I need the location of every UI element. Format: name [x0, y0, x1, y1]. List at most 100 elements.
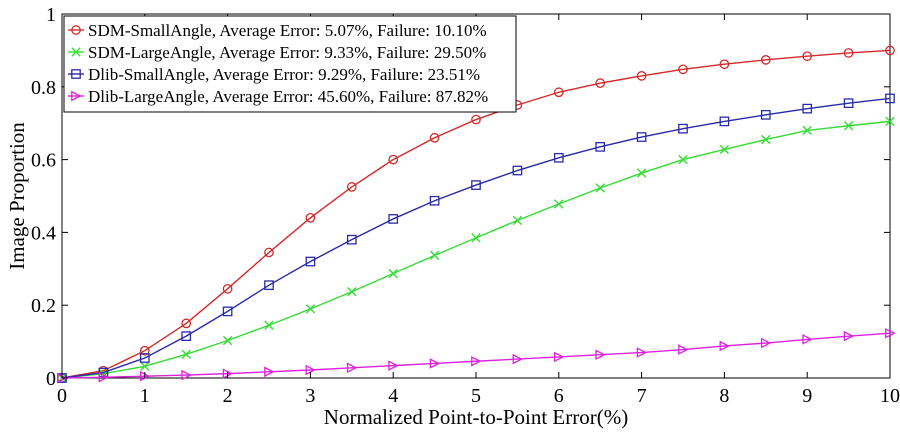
data-point-triangle-right	[264, 366, 275, 378]
data-point-circle	[760, 55, 771, 65]
y-tick-label: 0.4	[31, 222, 56, 244]
data-point-x	[305, 304, 316, 314]
data-point-triangle-right	[843, 330, 855, 342]
data-point-triangle-right	[595, 349, 606, 360]
x-axis-label: Normalized Point-to-Point Error(%)	[324, 405, 628, 429]
x-tick-label: 3	[305, 385, 315, 407]
series-1	[57, 116, 895, 383]
x-tick-label: 0	[57, 385, 67, 407]
x-tick-label: 8	[719, 385, 729, 407]
data-point-square	[264, 280, 274, 291]
series-line	[61, 97, 891, 379]
y-tick-label: 0.2	[31, 295, 56, 317]
legend-box	[63, 15, 517, 113]
data-point-square	[802, 103, 813, 114]
data-point-x	[636, 168, 647, 178]
data-point-circle	[553, 87, 564, 98]
data-point-circle	[71, 25, 81, 35]
legend-label: SDM-LargeAngle, Average Error: 9.33%, Fa…	[88, 43, 486, 62]
data-point-square	[388, 214, 399, 224]
data-point-triangle-right	[885, 327, 896, 339]
data-point-x	[347, 287, 357, 297]
series-layer	[57, 45, 896, 384]
data-point-x	[843, 121, 854, 131]
data-point-circle	[802, 51, 813, 62]
data-point-x	[264, 320, 274, 330]
data-point-x	[802, 125, 812, 136]
data-point-x	[222, 335, 233, 346]
data-point-x	[429, 250, 440, 261]
data-point-square	[843, 98, 854, 109]
data-point-x	[885, 116, 895, 127]
data-point-x	[471, 233, 481, 243]
series-3	[57, 327, 896, 384]
x-tick-label: 9	[802, 385, 812, 407]
data-point-circle	[678, 64, 688, 75]
data-point-square	[471, 180, 481, 190]
data-point-triangle-right	[636, 347, 648, 358]
data-point-square	[139, 353, 150, 363]
x-tick-label: 4	[388, 385, 398, 407]
data-point-x	[678, 154, 688, 165]
data-point-square	[636, 132, 647, 142]
x-tick-label: 2	[223, 385, 233, 407]
data-point-square	[346, 234, 357, 245]
y-axis-label: Image Proportion	[5, 122, 29, 270]
legend-item: SDM-LargeAngle, Average Error: 9.33%, Fa…	[68, 43, 486, 62]
data-point-square	[429, 195, 440, 206]
legend-label: Dlib-LargeAngle, Average Error: 45.60%, …	[88, 87, 488, 106]
series-2	[57, 93, 895, 383]
data-point-square	[678, 123, 688, 134]
x-tick-label: 10	[880, 385, 900, 407]
data-point-circle	[471, 114, 481, 125]
data-point-circle	[139, 345, 150, 356]
data-point-circle	[719, 59, 730, 70]
y-tick-label: 0	[46, 368, 56, 390]
data-point-triangle-right	[71, 90, 82, 102]
data-point-circle	[885, 45, 895, 56]
y-tick-label: 1	[46, 4, 56, 26]
data-point-square	[760, 109, 771, 120]
data-point-circle	[222, 283, 233, 294]
series-line	[61, 332, 891, 379]
legend-item: Dlib-SmallAngle, Average Error: 9.29%, F…	[68, 65, 480, 84]
legend-label: Dlib-SmallAngle, Average Error: 9.29%, F…	[88, 65, 480, 84]
data-point-square	[181, 331, 192, 341]
data-point-triangle-right	[346, 362, 358, 374]
data-point-x	[512, 215, 523, 226]
legend-items: SDM-SmallAngle, Average Error: 5.07%, Fa…	[68, 21, 488, 106]
data-point-x	[719, 144, 730, 155]
legend-item: Dlib-LargeAngle, Average Error: 45.60%, …	[68, 87, 488, 106]
data-point-circle	[181, 318, 192, 329]
data-point-triangle-right	[471, 356, 482, 367]
data-point-triangle-right	[553, 351, 565, 363]
y-tick-label: 0.8	[31, 77, 56, 99]
data-point-square	[885, 93, 895, 104]
data-point-circle	[264, 247, 274, 258]
data-point-circle	[305, 212, 316, 223]
x-tick-label: 1	[140, 385, 150, 407]
data-point-square	[553, 152, 564, 163]
data-point-triangle-right	[802, 334, 813, 345]
data-point-circle	[636, 71, 647, 81]
data-point-x	[71, 47, 81, 57]
data-point-triangle-right	[678, 344, 689, 355]
data-point-triangle-right	[429, 358, 441, 369]
data-point-x	[595, 183, 605, 193]
data-point-square	[595, 142, 606, 152]
data-point-circle	[429, 132, 440, 143]
data-point-circle	[346, 182, 357, 192]
data-point-square	[222, 306, 233, 317]
data-point-triangle-right	[719, 340, 731, 352]
data-point-x	[388, 268, 398, 279]
data-point-circle	[843, 48, 854, 58]
data-point-x	[761, 134, 771, 145]
data-point-circle	[388, 154, 399, 165]
series-line	[61, 49, 891, 379]
data-point-triangle-right	[512, 353, 524, 365]
data-point-square	[512, 165, 523, 176]
legend: SDM-SmallAngle, Average Error: 5.07%, Fa…	[63, 15, 517, 113]
data-point-triangle-right	[98, 372, 110, 383]
data-point-circle	[595, 78, 606, 89]
